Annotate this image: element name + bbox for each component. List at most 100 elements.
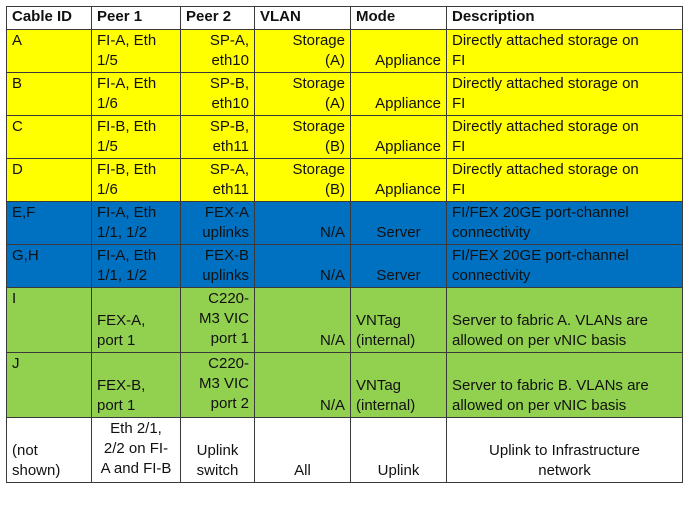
- cell-cable-id: C: [6, 115, 92, 159]
- cell-text: FI/FEX 20GE port-channel: [452, 247, 629, 264]
- cell-text: (A): [325, 52, 345, 69]
- cell-vlan: Storage (B): [254, 158, 351, 202]
- cell-text: port 1: [210, 330, 249, 347]
- cell-description: FI/FEX 20GE port-channel connectivity: [446, 244, 683, 288]
- cell-description: Server to fabric A. VLANs are allowed on …: [446, 287, 683, 353]
- cell-text: 1/1, 1/2: [97, 267, 148, 284]
- cell-text: FI-A, Eth: [97, 75, 157, 92]
- cell-text: Directly attached storage on: [452, 161, 639, 178]
- cell-peer1: FEX-B, port 1: [91, 352, 181, 418]
- cell-mode: VNTag (internal): [350, 352, 447, 418]
- cell-text: Eth 2/1,: [110, 420, 162, 437]
- cell-vlan: All: [254, 417, 351, 483]
- cell-vlan: N/A: [254, 244, 351, 288]
- cell-text: E,F: [12, 204, 36, 221]
- cell-text: FEX-B: [204, 247, 249, 264]
- cell-description: Directly attached storage on FI: [446, 72, 683, 116]
- header-vlan: VLAN: [254, 6, 351, 30]
- cell-description: Directly attached storage on FI: [446, 29, 683, 73]
- cell-text: FEX-A,: [97, 312, 146, 329]
- cell-text: allowed on per vNIC basis: [452, 397, 627, 414]
- cell-peer2: Uplink switch: [180, 417, 255, 483]
- cell-text: FI-A, Eth: [97, 32, 157, 49]
- cell-peer2: FEX-A uplinks: [180, 201, 255, 245]
- cell-text: 1/5: [97, 52, 118, 69]
- cell-text: J: [12, 355, 20, 372]
- cell-vlan: Storage (A): [254, 29, 351, 73]
- cell-vlan: N/A: [254, 201, 351, 245]
- cell-text: shown): [12, 462, 61, 479]
- cell-text: eth10: [211, 52, 249, 69]
- cell-text: M3 VIC: [198, 310, 249, 327]
- cell-text: N/A: [319, 397, 345, 414]
- cell-text: port 1: [97, 397, 136, 414]
- cell-mode: Appliance: [350, 158, 447, 202]
- cell-peer1: FI-A, Eth 1/1, 1/2: [91, 244, 181, 288]
- cell-text: FI-B, Eth: [97, 118, 157, 135]
- table-row: J FEX-B, port 1 C220- M3 VIC port 2 N/A VNT…: [6, 352, 683, 418]
- cell-text: Appliance: [375, 95, 441, 112]
- cell-text: eth10: [211, 95, 249, 112]
- cell-text: Uplink: [196, 442, 239, 459]
- cell-text: uplinks: [202, 224, 249, 241]
- cell-text: FEX-A: [204, 204, 249, 221]
- cell-text: connectivity: [452, 224, 531, 241]
- cell-text: uplinks: [202, 267, 249, 284]
- table-row: G,H FI-A, Eth 1/1, 1/2 FEX-B uplinks N/A S…: [6, 244, 683, 288]
- cell-text: Directly attached storage on: [452, 75, 639, 92]
- cell-text: FI-B, Eth: [97, 161, 157, 178]
- cell-peer1: FEX-A, port 1: [91, 287, 181, 353]
- header-description: Description: [446, 6, 683, 30]
- cell-peer2: SP-B, eth11: [180, 115, 255, 159]
- cell-text: Storage: [292, 161, 345, 178]
- cell-cable-id: G,H: [6, 244, 92, 288]
- cell-text: C220-: [208, 290, 249, 307]
- cell-text: C: [12, 118, 23, 135]
- table-row: A FI-A, Eth 1/5 SP-A, eth10 Storage (A) App…: [6, 29, 683, 73]
- cell-peer1: FI-A, Eth 1/1, 1/2: [91, 201, 181, 245]
- cell-text: I: [12, 290, 17, 307]
- cabling-table: Cable ID Peer 1 Peer 2 VLAN Mode Descrip…: [6, 6, 683, 483]
- cell-peer2: C220- M3 VIC port 1: [180, 287, 255, 353]
- cell-peer2: SP-A, eth10: [180, 29, 255, 73]
- cell-text: (internal): [356, 397, 416, 414]
- cell-text: Appliance: [375, 181, 441, 198]
- cell-text: FEX-B,: [97, 377, 146, 394]
- cell-mode: Server: [350, 244, 447, 288]
- cell-mode: Appliance: [350, 115, 447, 159]
- cell-cable-id: I: [6, 287, 92, 353]
- cell-description: Uplink to Infrastructure network: [446, 417, 683, 483]
- cell-text: network: [538, 462, 591, 479]
- cell-text: Storage: [292, 32, 345, 49]
- cell-text: Directly attached storage on: [452, 118, 639, 135]
- cell-peer1: FI-B, Eth 1/6: [91, 158, 181, 202]
- cell-mode: Appliance: [350, 29, 447, 73]
- cell-text: Server to fabric A. VLANs are: [452, 312, 648, 329]
- cell-cable-id: (not shown): [6, 417, 92, 483]
- cell-peer1: FI-A, Eth 1/6: [91, 72, 181, 116]
- cell-text: M3 VIC: [198, 375, 249, 392]
- cell-text: SP-B,: [209, 118, 249, 135]
- cell-peer1: FI-A, Eth 1/5: [91, 29, 181, 73]
- cell-text: Uplink: [377, 462, 420, 479]
- table-row: (not shown) Eth 2/1, 2/2 on FI- A and FI-B …: [6, 417, 683, 483]
- cell-cable-id: E,F: [6, 201, 92, 245]
- table-row: D FI-B, Eth 1/6 SP-A, eth11 Storage (B) App…: [6, 158, 683, 202]
- cell-text: eth11: [212, 138, 249, 155]
- cell-mode: VNTag (internal): [350, 287, 447, 353]
- cell-peer2: C220- M3 VIC port 2: [180, 352, 255, 418]
- cell-text: FI-A, Eth: [97, 247, 157, 264]
- cell-text: FI/FEX 20GE port-channel: [452, 204, 629, 221]
- table-row: B FI-A, Eth 1/6 SP-B, eth10 Storage (A) App…: [6, 72, 683, 116]
- cell-text: All: [294, 462, 311, 479]
- cell-text: 1/6: [97, 181, 118, 198]
- cell-cable-id: B: [6, 72, 92, 116]
- cell-text: FI: [452, 52, 466, 69]
- cell-description: FI/FEX 20GE port-channel connectivity: [446, 201, 683, 245]
- cell-text: A and FI-B: [100, 460, 172, 477]
- cell-vlan: N/A: [254, 352, 351, 418]
- cell-vlan: Storage (A): [254, 72, 351, 116]
- cell-text: N/A: [319, 267, 345, 284]
- cell-peer2: SP-A, eth11: [180, 158, 255, 202]
- cell-text: Uplink to Infrastructure: [489, 442, 640, 459]
